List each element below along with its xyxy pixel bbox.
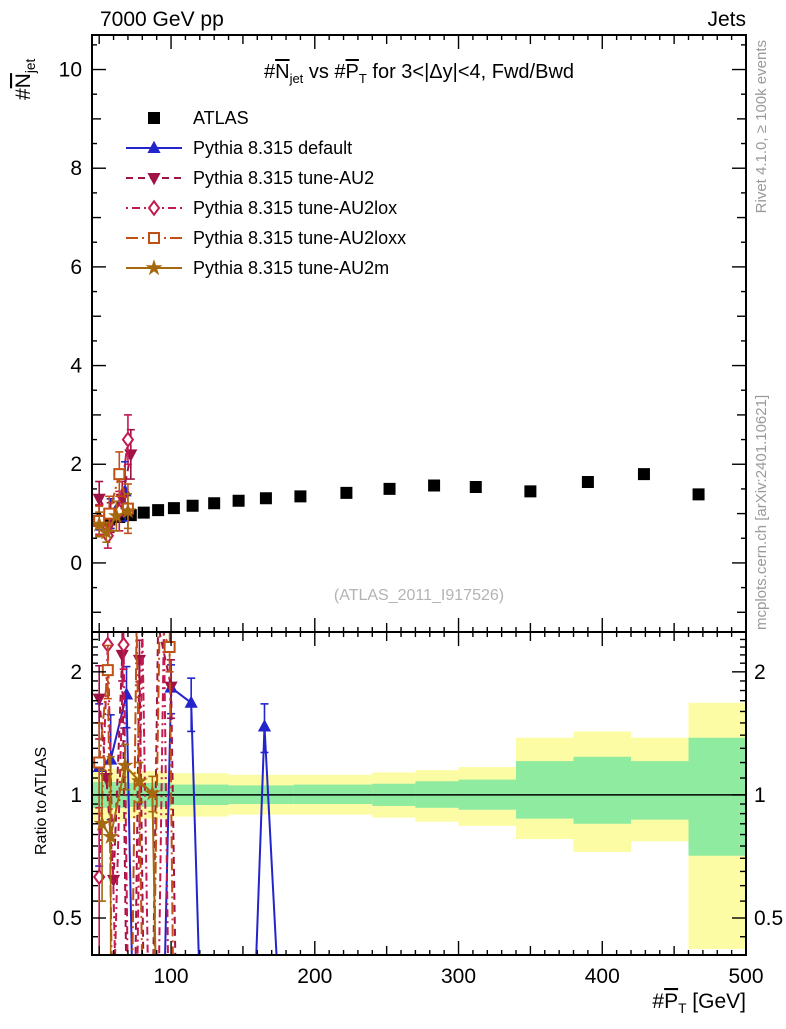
mc-point-top-2 [121,431,135,449]
top-y-tick-label: 8 [70,157,82,180]
mc-point-ratio-1 [92,693,106,706]
mc-point-top-1 [92,493,106,507]
mc-point-ratio-1 [164,681,178,694]
atlas-data-point [137,506,150,519]
plot-title: #Njet vs #PT for 3<|Δy|<4, Fwd/Bwd [264,61,574,86]
mc-point-ratio-3 [93,756,106,769]
atlas-data-point [581,476,594,489]
x-axis-title: #PT [GeV] [652,990,746,1016]
y-axis-title-ratio: Ratio to ATLAS [33,747,50,855]
top-y-tick-label: 0 [70,552,82,575]
atlas-data-point [152,504,165,517]
atlas-data-point [232,494,245,507]
mc-point-ratio-3 [101,664,114,677]
mc-point-top-3 [113,468,126,481]
ratio-uncertainty-bands [92,702,746,949]
legend-label-4: Pythia 8.315 tune-AU2m [193,258,389,278]
mc-curve-ratio-2 [98,632,169,955]
ratio-y-tick-label-right: 1 [754,784,766,807]
mc-point-ratio-2 [117,636,130,654]
watermark-analysis-id: (ATLAS_2011_I917526) [334,587,504,604]
mc-point-ratio-1 [115,649,129,663]
panel-frames [91,34,747,956]
y-axis-title-top: #Njet [12,59,38,100]
mc-point-ratio-4 [130,772,148,789]
side-note-mcplots-arxiv: mcplots.cern.ch [arXiv:2401.10621] [753,395,770,630]
mc-point-ratio-4 [102,827,120,844]
mc-point-top-4 [119,502,137,519]
ratio-y-tick-label-left: 0.5 [53,907,82,930]
ratio-panel-data [92,632,278,955]
mc-point-ratio-4 [93,814,111,831]
x-tick-label: 300 [441,965,476,988]
legend-label-1: Pythia 8.315 tune-AU2 [193,168,374,188]
header-analysis-group: Jets [707,8,746,31]
atlas-data-point [692,488,705,501]
atlas-data-point [637,468,650,481]
atlas-data-point [383,482,396,495]
band-green [688,737,746,856]
mc-point-ratio-4 [143,784,161,801]
legend-marker-0 [147,140,161,153]
atlas-data-point [208,497,221,510]
mc-point-ratio-3 [163,641,176,654]
band-green [631,761,689,820]
atlas-data-point [294,490,307,503]
mc-curve-top-1 [98,454,132,520]
mc-curve-ratio-1 [98,632,177,955]
atlas-data-point [340,486,353,499]
atlas-data-point [186,499,199,512]
top-y-tick-label: 2 [70,453,82,476]
mc-point-ratio-0 [184,695,198,708]
top-panel-frame [91,34,747,633]
x-tick-label: 400 [585,965,620,988]
ratio-y-tick-label-left: 1 [70,784,82,807]
legend-label-3: Pythia 8.315 tune-AU2loxx [193,228,406,248]
mc-point-top-4 [107,507,125,524]
header-beam-energy: 7000 GeV pp [100,8,224,31]
side-note-generator-version: Rivet 4.1.0, ≥ 100k events [753,40,770,213]
ratio-y-tick-label-right: 0.5 [754,907,783,930]
atlas-data-point [167,502,180,515]
legend: ATLAS Pythia 8.315 default Pythia 8.315 tu… [126,108,406,278]
ratio-y-tick-label-left: 2 [70,661,82,684]
mc-point-ratio-0 [257,719,272,732]
band-green [516,761,574,819]
top-y-tick-label: 4 [70,355,82,378]
x-tick-label: 100 [154,965,189,988]
top-y-tick-label: 6 [70,256,82,279]
axis-ticks [92,35,747,955]
ratio-panel-frame [91,631,747,956]
legend-label-2: Pythia 8.315 tune-AU2lox [193,198,397,218]
atlas-data-point [524,485,537,498]
atlas-data-point [469,480,482,493]
band-green [573,756,632,824]
mc-curve-ratio-0 [98,685,278,955]
x-tick-label: 500 [728,965,763,988]
ratio-y-tick-label-right: 2 [754,661,766,684]
legend-marker-4 [145,259,163,276]
legend-marker-2 [147,199,161,217]
top-panel-data [92,414,705,549]
mc-point-top-4 [97,523,115,540]
legend-marker-atlas [148,112,160,124]
atlas-data-point [428,479,441,492]
axis-tick-labels: 100 200 300 400 500 0 2 4 6 8 10 0.5 0.5 1 1 2 2 [53,59,783,988]
legend-label-atlas: ATLAS [193,108,249,128]
legend-marker-3 [148,232,160,244]
legend-marker-1 [147,173,161,186]
mc-point-ratio-4 [116,756,134,773]
x-tick-label: 200 [297,965,332,988]
mc-point-top-4 [92,515,108,532]
legend-label-0: Pythia 8.315 default [193,138,352,158]
top-y-tick-label: 10 [59,59,82,82]
atlas-data-point [259,492,272,505]
